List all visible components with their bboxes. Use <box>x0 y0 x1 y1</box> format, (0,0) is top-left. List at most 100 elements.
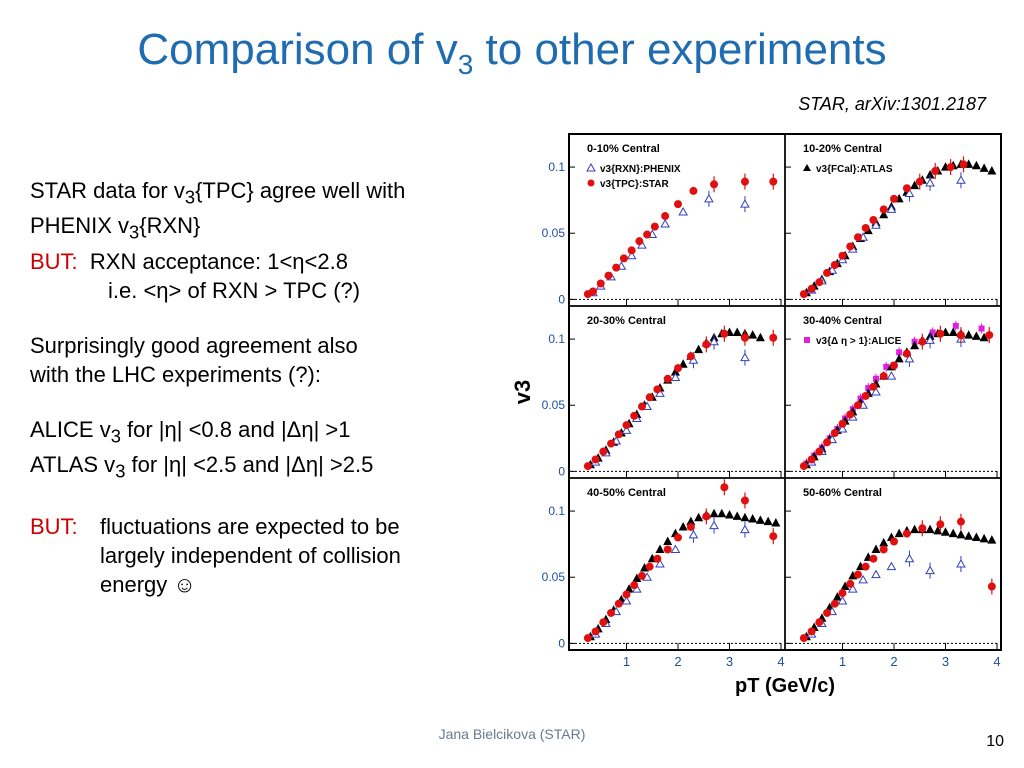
star-point <box>614 430 623 439</box>
star-point <box>599 447 608 456</box>
star-point <box>853 401 862 410</box>
star-point <box>799 462 808 471</box>
atlas-point <box>979 332 989 342</box>
star-point <box>604 271 613 280</box>
x-tick-label: 4 <box>777 654 784 669</box>
star-point <box>956 331 965 340</box>
atlas-point <box>987 535 997 544</box>
phenix-point <box>925 177 935 187</box>
x-tick-label: 3 <box>726 654 733 669</box>
star-point <box>823 438 832 447</box>
star-point <box>838 589 847 598</box>
star-point <box>890 361 898 370</box>
v3-comparison-chart: 0-10% Central v3{RXN}:PHENIX v3{TPC}:STAR 1… <box>512 133 1002 697</box>
atlas-point <box>670 367 680 376</box>
star-point <box>702 340 711 349</box>
atlas-point <box>871 544 881 553</box>
atlas-point <box>910 180 920 190</box>
star-point <box>902 184 911 193</box>
phenix-point <box>660 218 670 228</box>
star-point <box>890 194 898 203</box>
atlas-point <box>971 532 981 542</box>
panel-label: 20-30% Central <box>587 315 666 327</box>
alice-point <box>865 385 872 392</box>
atlas-point <box>979 163 989 172</box>
phenix-point <box>655 558 665 568</box>
phenix-point <box>886 561 897 571</box>
star-point <box>674 533 682 542</box>
alice-point <box>952 322 959 329</box>
phenix-point <box>886 204 897 213</box>
star-point <box>591 455 600 464</box>
star-point <box>918 524 927 533</box>
atlas-point <box>732 511 742 520</box>
atlas-point <box>971 331 981 340</box>
but-fluctuations: BUT: fluctuations are expected to be lar… <box>30 512 520 599</box>
y-tick-label: 0 <box>558 292 565 306</box>
legend-label-alice: v3{Δ η > 1}:ALICE <box>816 336 902 347</box>
phenix-point <box>925 565 935 575</box>
atlas-point <box>971 160 981 170</box>
atlas-point <box>948 528 958 538</box>
legend-marker-atlas <box>803 164 811 171</box>
phenix-point <box>904 353 915 363</box>
phenix-point <box>886 371 897 380</box>
but-label-2: BUT: <box>30 513 78 539</box>
star-point <box>815 618 824 627</box>
star-point <box>630 411 639 420</box>
atlas-point <box>979 533 989 543</box>
y-tick-label: 0.05 <box>542 398 566 412</box>
star-point <box>645 393 654 402</box>
star-point <box>869 554 878 563</box>
atlas-point <box>840 581 850 590</box>
star-point <box>890 537 898 546</box>
atlas-point <box>732 327 742 336</box>
star-point <box>674 364 682 373</box>
phenix-point <box>621 425 632 434</box>
paragraph-star-phenix: STAR data for v3{TPC} agree well with <box>30 178 406 208</box>
star-point <box>663 545 672 554</box>
legend-label-star: v3{TPC}:STAR <box>600 179 669 190</box>
alice-line: ALICE v3 for |η| <0.8 and |Δη| >1 <box>30 416 351 447</box>
panel-label: 50-60% Central <box>803 487 882 499</box>
star-point <box>635 237 644 246</box>
panel-3: 20-30% Central <box>568 305 786 479</box>
atlas-point <box>717 508 727 518</box>
phenix-point <box>740 352 750 362</box>
panel-4: 30-40% Central v3{Δ η > 1}:ALICE <box>784 305 1002 479</box>
y-tick-label: 0.1 <box>548 504 565 518</box>
star-point <box>769 532 778 541</box>
star-point <box>653 554 662 563</box>
y-tick-label: 0.05 <box>542 226 566 240</box>
phenix-point <box>858 574 868 584</box>
atlas-point <box>879 537 889 547</box>
atlas-point <box>740 512 750 522</box>
phenix-point <box>740 524 750 534</box>
panel-border <box>784 477 1002 651</box>
phenix-point <box>626 250 637 260</box>
atlas-point <box>894 528 904 538</box>
y-tick-label: 0.1 <box>548 332 565 346</box>
panel-5: 40-50% Central <box>568 477 786 651</box>
star-point <box>936 520 945 529</box>
star-point <box>637 402 646 411</box>
legend-marker-phenix <box>586 162 596 172</box>
star-point <box>869 216 878 224</box>
star-point <box>823 608 832 617</box>
star-point <box>589 287 598 296</box>
phenix-point <box>621 596 632 605</box>
star-point <box>807 627 816 636</box>
star-point <box>645 562 654 571</box>
but-acceptance-2: i.e. <η> of RXN > TPC (?) <box>108 277 361 303</box>
panel-2: 10-20% Central v3{FCal}:ATLAS <box>784 133 1002 307</box>
y-tick-label: 0 <box>558 464 565 478</box>
star-point <box>985 331 994 340</box>
star-point <box>936 329 945 338</box>
atlas-point <box>948 327 958 336</box>
panel-label: 10-20% Central <box>803 143 882 155</box>
atlas-point <box>956 529 966 539</box>
star-point <box>689 186 698 195</box>
atlas-point <box>763 516 773 526</box>
atlas-point <box>678 521 688 531</box>
atlas-point <box>832 592 842 601</box>
